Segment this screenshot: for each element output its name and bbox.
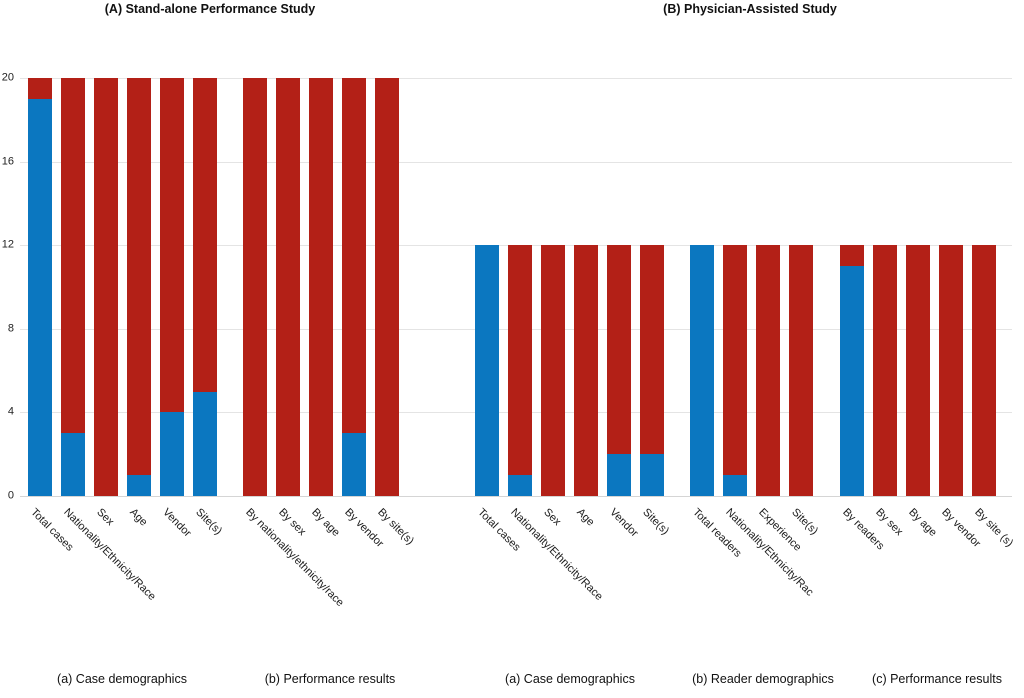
y-tick-label: 12 [1, 238, 14, 251]
bar-segment-blue [508, 475, 532, 496]
bar-segment-red [840, 245, 864, 267]
x-tick-label: Sex [94, 506, 117, 529]
x-axis-baseline [20, 496, 1012, 497]
bar-segment-red [756, 245, 780, 496]
bar-segment-blue [127, 475, 151, 496]
bar-segment-red [94, 78, 118, 496]
y-tick-label: 4 [7, 405, 14, 418]
bar-segment-red [127, 78, 151, 476]
bar-segment-red [508, 245, 532, 476]
bar-segment-red [61, 78, 85, 434]
x-tick-label: Vendor [160, 506, 194, 540]
bar-segment-blue [28, 98, 52, 496]
bar-segment-red [342, 78, 366, 434]
bar-segment-red [243, 78, 267, 496]
bar-segment-blue [723, 475, 747, 496]
y-tick-label: 20 [1, 71, 14, 84]
bar-segment-red [28, 78, 52, 99]
bar-segment-red [541, 245, 565, 496]
bar-segment-red [723, 245, 747, 476]
bar-segment-blue [475, 245, 499, 496]
bar-segment-blue [342, 433, 366, 496]
bar-segment-blue [690, 245, 714, 496]
x-tick-label: Sex [541, 506, 564, 529]
bar-segment-blue [607, 454, 631, 496]
y-tick-label: 0 [7, 489, 14, 502]
group-caption: (c) Performance results [872, 672, 1002, 686]
x-tick-label: Site(s) [640, 506, 672, 538]
bar-segment-blue [61, 433, 85, 496]
group-caption: (a) Case demographics [505, 672, 635, 686]
bar-segment-red [906, 245, 930, 496]
bar-segment-red [160, 78, 184, 413]
bar-segment-red [640, 245, 664, 455]
bar-segment-blue [640, 454, 664, 496]
bar-segment-red [375, 78, 399, 496]
group-caption: (b) Performance results [264, 672, 396, 686]
gridline [20, 78, 1012, 79]
bar-segment-red [607, 245, 631, 455]
bar-segment-blue [160, 412, 184, 496]
bar-segment-red [873, 245, 897, 496]
panel-b-title: (B) Physician-Assisted Study [663, 2, 837, 16]
x-tick-label: By age [906, 506, 939, 539]
x-tick-label: Age [574, 506, 597, 529]
x-tick-label: Vendor [607, 506, 641, 540]
x-tick-label: By age [309, 506, 342, 539]
bar-segment-red [276, 78, 300, 496]
x-tick-label: By sex [276, 506, 309, 539]
x-tick-label: By sex [873, 506, 906, 539]
panel-a-title: (A) Stand-alone Performance Study [104, 2, 316, 16]
y-tick-label: 16 [1, 155, 14, 168]
x-tick-label: Age [127, 506, 150, 529]
bar-segment-red [789, 245, 813, 496]
x-tick-label: Site(s) [789, 506, 821, 538]
group-caption: (a) Case demographics [57, 672, 187, 686]
bar-segment-blue [193, 391, 217, 496]
bar-segment-red [574, 245, 598, 496]
y-tick-label: 8 [7, 322, 14, 335]
bar-segment-red [193, 78, 217, 392]
bar-segment-blue [840, 266, 864, 496]
group-caption: (b) Reader demographics [692, 672, 834, 686]
gridline [20, 161, 1012, 163]
x-tick-label: Site(s) [193, 506, 225, 538]
bar-segment-red [972, 245, 996, 496]
bar-segment-red [939, 245, 963, 496]
bar-segment-red [309, 78, 333, 496]
